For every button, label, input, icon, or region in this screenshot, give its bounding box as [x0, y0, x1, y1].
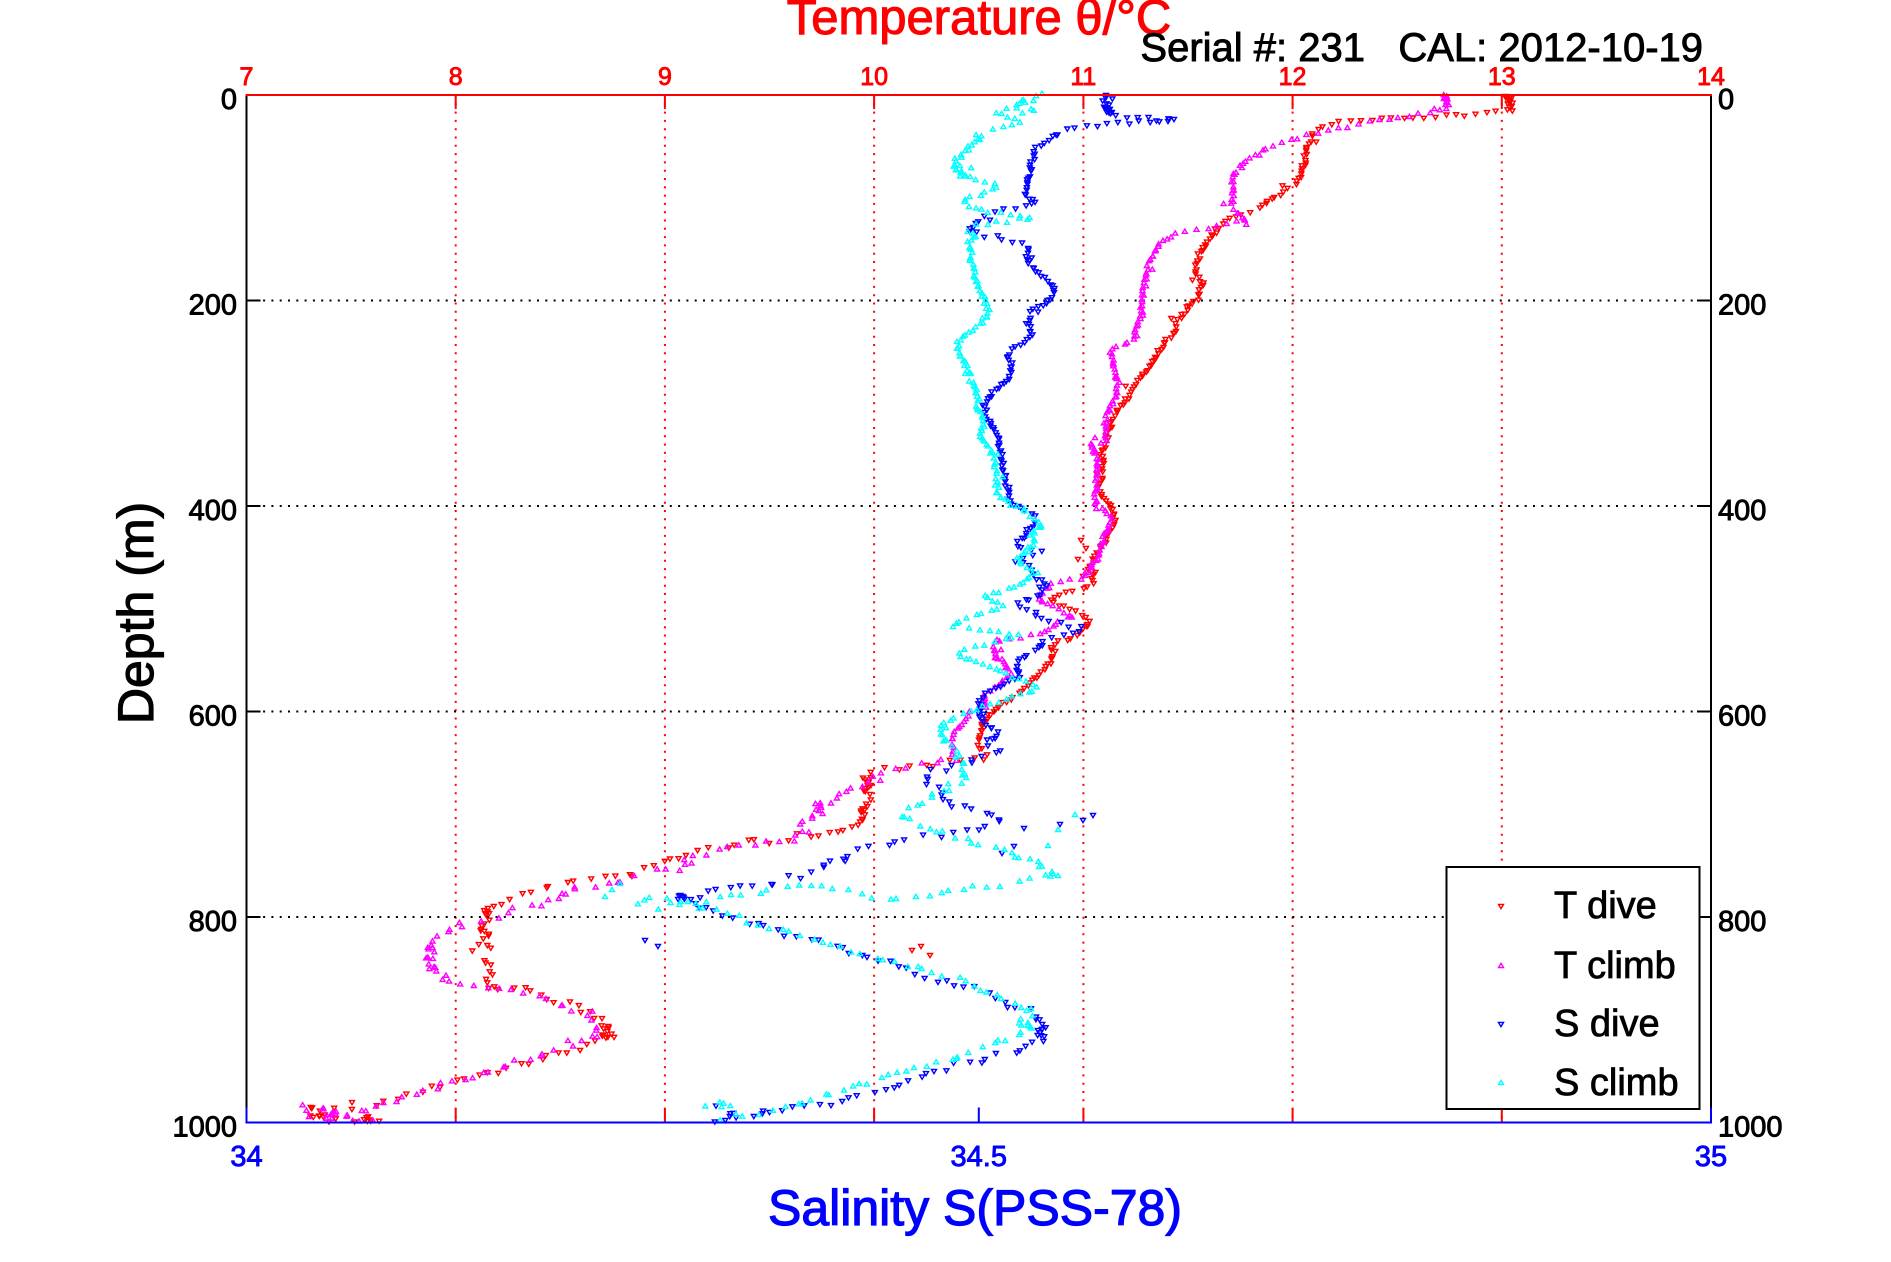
svg-text:400: 400	[1718, 495, 1766, 527]
svg-text:T dive: T dive	[1554, 885, 1657, 927]
svg-text:Salinity S(PSS-78): Salinity S(PSS-78)	[768, 1180, 1182, 1236]
svg-text:200: 200	[189, 290, 237, 322]
svg-text:0: 0	[1718, 84, 1734, 116]
svg-text:11: 11	[1070, 63, 1096, 91]
svg-text:S climb: S climb	[1554, 1062, 1679, 1104]
svg-text:7: 7	[240, 63, 254, 91]
svg-text:13: 13	[1488, 63, 1516, 91]
svg-text:10: 10	[860, 63, 888, 91]
svg-text:34.5: 34.5	[951, 1141, 1007, 1173]
svg-text:1000: 1000	[1718, 1112, 1783, 1144]
svg-text:200: 200	[1718, 290, 1766, 322]
svg-text:1000: 1000	[172, 1112, 237, 1144]
svg-text:0: 0	[221, 84, 237, 116]
svg-text:35: 35	[1695, 1141, 1727, 1173]
svg-text:600: 600	[1718, 701, 1766, 733]
svg-text:T climb: T climb	[1554, 945, 1676, 987]
svg-text:12: 12	[1279, 63, 1307, 91]
svg-text:Serial #: 231 CAL: 2012-10-1: Serial #: 231 CAL: 2012-10-19	[1140, 26, 1703, 70]
svg-text:800: 800	[1718, 906, 1766, 938]
svg-text:9: 9	[658, 63, 672, 91]
svg-text:S dive: S dive	[1554, 1003, 1660, 1045]
svg-text:Temperature θ/°C: Temperature θ/°C	[787, 0, 1172, 45]
svg-text:34: 34	[230, 1141, 262, 1173]
svg-text:400: 400	[189, 495, 237, 527]
svg-text:800: 800	[189, 906, 237, 938]
svg-text:8: 8	[449, 63, 463, 91]
svg-text:600: 600	[189, 701, 237, 733]
svg-text:14: 14	[1697, 63, 1725, 91]
svg-text:Depth (m): Depth (m)	[108, 502, 164, 724]
